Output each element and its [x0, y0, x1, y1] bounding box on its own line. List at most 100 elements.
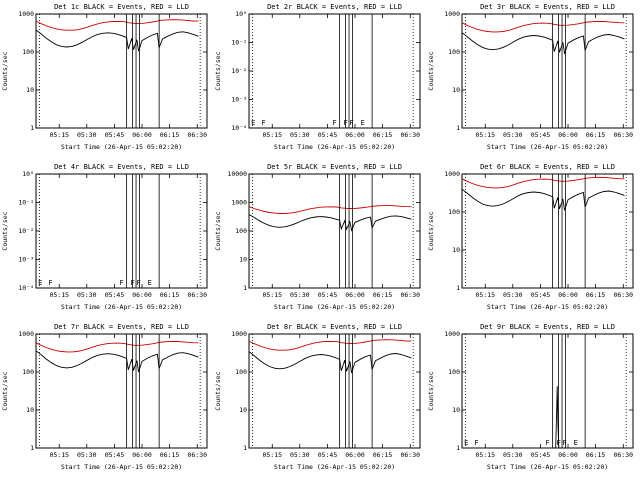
svg-text:06:15: 06:15 — [160, 451, 180, 459]
svg-text:05:15: 05:15 — [475, 291, 495, 299]
svg-text:05:45: 05:45 — [531, 291, 551, 299]
svg-text:06:15: 06:15 — [160, 291, 180, 299]
svg-text:10⁻⁴: 10⁻⁴ — [18, 284, 34, 292]
svg-text:06:15: 06:15 — [586, 451, 606, 459]
event-marker-lines — [252, 334, 414, 448]
x-axis-label: Start Time (26-Apr-15 05:02:20) — [61, 463, 182, 471]
series-lld — [461, 176, 625, 189]
svg-text:1000: 1000 — [444, 10, 460, 18]
svg-text:100: 100 — [235, 368, 247, 376]
svg-text:1: 1 — [456, 444, 460, 452]
series-lld — [461, 20, 625, 33]
x-axis-label: Start Time (26-Apr-15 05:02:20) — [61, 143, 182, 151]
series-events — [555, 386, 560, 449]
y-axis-label: Counts/sec — [214, 371, 222, 410]
x-axis-label: Start Time (26-Apr-15 05:02:20) — [274, 303, 395, 311]
svg-text:05:45: 05:45 — [318, 291, 338, 299]
svg-text:10: 10 — [452, 246, 460, 254]
chart-panel-1: Det 1c BLACK = Events, RED = LLD Counts/s… — [0, 0, 213, 160]
svg-text:05:15: 05:15 — [262, 291, 282, 299]
svg-text:05:30: 05:30 — [290, 291, 310, 299]
chart-panel-6: Det 6r BLACK = Events, RED = LLD Counts/s… — [426, 160, 639, 320]
chart-title: Det 4r BLACK = Events, RED = LLD — [54, 163, 189, 171]
x-axis-label: Start Time (26-Apr-15 05:02:20) — [487, 303, 608, 311]
chart-panel-5: Det 5r BLACK = Events, RED = LLD Counts/s… — [213, 160, 426, 320]
svg-text:100: 100 — [22, 48, 34, 56]
series-lld — [35, 19, 199, 31]
flag-label-E: E — [148, 279, 152, 287]
series-events — [248, 351, 412, 374]
svg-text:1000: 1000 — [444, 170, 460, 178]
flag-label-F: F — [119, 279, 123, 287]
chart-title: Det 8r BLACK = Events, RED = LLD — [267, 323, 402, 331]
svg-text:06:00: 06:00 — [345, 131, 365, 139]
svg-text:05:30: 05:30 — [503, 131, 523, 139]
svg-text:1: 1 — [243, 284, 247, 292]
svg-text:1000: 1000 — [18, 330, 34, 338]
svg-text:06:00: 06:00 — [558, 451, 578, 459]
event-marker-lines — [465, 174, 627, 288]
chart-svg-det-8r: Det 8r BLACK = Events, RED = LLD Counts/s… — [214, 323, 421, 471]
svg-text:10000: 10000 — [227, 170, 247, 178]
svg-text:10⁻¹: 10⁻¹ — [18, 199, 34, 207]
svg-text:100: 100 — [448, 208, 460, 216]
flag-label-F: F — [344, 119, 348, 127]
plot-frame — [248, 173, 421, 289]
svg-text:05:15: 05:15 — [262, 131, 282, 139]
svg-text:05:45: 05:45 — [105, 451, 125, 459]
chart-svg-det-5r: Det 5r BLACK = Events, RED = LLD Counts/s… — [214, 163, 421, 311]
chart-svg-det-6r: Det 6r BLACK = Events, RED = LLD Counts/s… — [427, 163, 634, 311]
plot-frame — [35, 173, 208, 289]
axes: 10⁰ 10⁻¹ 10⁻² 10⁻³ 10⁻⁴ 05:15 05:30 05:45 06:00 0… — [231, 10, 420, 151]
svg-text:06:30: 06:30 — [187, 451, 207, 459]
plot-frame — [461, 13, 634, 129]
flag-label-E: E — [38, 279, 42, 287]
event-marker-lines — [39, 334, 201, 448]
flag-label-F: F — [474, 439, 478, 447]
svg-text:100: 100 — [448, 48, 460, 56]
x-axis-label: Start Time (26-Apr-15 05:02:20) — [274, 143, 395, 151]
svg-text:1: 1 — [30, 124, 34, 132]
svg-text:06:00: 06:00 — [558, 131, 578, 139]
svg-text:1: 1 — [456, 124, 460, 132]
event-marker-lines — [39, 14, 201, 128]
flag-label-F: F — [562, 439, 566, 447]
svg-text:10⁻²: 10⁻² — [18, 227, 34, 235]
svg-text:100: 100 — [235, 227, 247, 235]
svg-text:06:30: 06:30 — [400, 291, 420, 299]
svg-text:06:15: 06:15 — [160, 131, 180, 139]
flag-label-F: F — [136, 279, 140, 287]
svg-text:05:30: 05:30 — [290, 451, 310, 459]
svg-text:06:00: 06:00 — [132, 131, 152, 139]
chart-title: Det 9r BLACK = Events, RED = LLD — [480, 323, 615, 331]
plot-frame — [248, 333, 421, 449]
axes: 1000 100 10 1 05:15 05:30 05:45 06:00 06:15 06:30… — [444, 330, 633, 471]
chart-title: Det 2r BLACK = Events, RED = LLD — [267, 3, 402, 11]
flag-label-F: F — [557, 439, 561, 447]
svg-text:06:00: 06:00 — [345, 451, 365, 459]
svg-text:06:30: 06:30 — [613, 131, 633, 139]
svg-text:05:30: 05:30 — [77, 451, 97, 459]
chart-panel-4: Det 4r BLACK = Events, RED = LLD Counts/s… — [0, 160, 213, 320]
axes: 10000 1000 100 10 1 05:15 05:30 05:45 06:00 06:15… — [227, 170, 420, 311]
svg-text:10: 10 — [26, 406, 34, 414]
svg-text:06:15: 06:15 — [373, 451, 393, 459]
svg-text:1000: 1000 — [231, 330, 247, 338]
axes: 1000 100 10 1 05:15 05:30 05:45 06:00 06:15 06:30… — [18, 330, 207, 471]
chart-svg-det-7r: Det 7r BLACK = Events, RED = LLD Counts/s… — [1, 323, 208, 471]
svg-text:05:15: 05:15 — [262, 451, 282, 459]
chart-panel-3: Det 3r BLACK = Events, RED = LLD Counts/s… — [426, 0, 639, 160]
series-events — [35, 350, 199, 373]
axes: 1000 100 10 1 05:15 05:30 05:45 06:00 06:15 06:30… — [444, 170, 633, 311]
x-axis-label: Start Time (26-Apr-15 05:02:20) — [487, 143, 608, 151]
svg-text:05:15: 05:15 — [475, 131, 495, 139]
y-axis-label: Counts/sec — [427, 371, 435, 410]
svg-text:05:45: 05:45 — [531, 451, 551, 459]
svg-text:06:00: 06:00 — [345, 291, 365, 299]
svg-text:1: 1 — [456, 284, 460, 292]
svg-text:06:30: 06:30 — [613, 451, 633, 459]
flag-label-E: E — [251, 119, 255, 127]
svg-text:10⁰: 10⁰ — [235, 10, 247, 18]
flag-label-F: F — [131, 279, 135, 287]
